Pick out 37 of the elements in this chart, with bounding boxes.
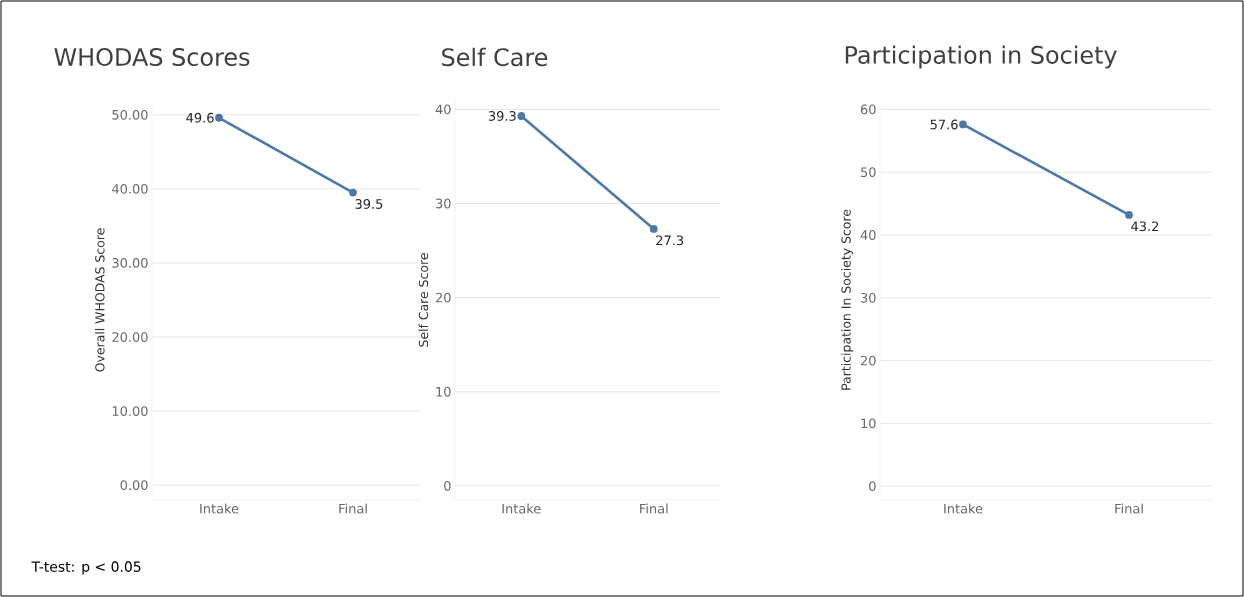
y-tick-label: 0.00 — [120, 480, 148, 491]
y-tick-label: 30 — [436, 198, 451, 209]
data-label: 49.6 — [186, 112, 214, 123]
y-axis-title: Overall WHODAS Score — [94, 228, 105, 372]
data-label: 39.5 — [355, 199, 383, 209]
y-tick-label: 20 — [435, 292, 451, 303]
x-tick-label: Final — [1115, 503, 1143, 514]
data-label: 27.3 — [656, 235, 684, 246]
chart-title: Participation in Society — [845, 45, 1117, 69]
y-axis-title: Self Care Score — [418, 253, 429, 347]
y-axis-title: Participation In Society Score — [841, 209, 854, 390]
y-tick-label: 40 — [860, 230, 876, 240]
data-label: 43.2 — [1131, 221, 1159, 232]
y-tick-label: 10 — [436, 386, 451, 397]
y-tick-label: 0 — [869, 481, 876, 492]
y-tick-label: 60 — [860, 104, 876, 115]
data-label: 57.6 — [930, 119, 958, 130]
y-tick-label: 40 — [435, 104, 451, 115]
y-tick-label: 0 — [444, 480, 451, 491]
chart-title: WHODAS Scores — [54, 47, 250, 67]
data-label: 39.3 — [488, 111, 516, 121]
y-tick-label: 10 — [861, 418, 876, 429]
x-tick-label: Intake — [200, 503, 239, 514]
y-tick-label: 20 — [860, 355, 876, 366]
y-tick-label: 30 — [861, 292, 876, 303]
x-tick-label: Final — [640, 503, 668, 514]
y-tick-label: 50 — [861, 167, 876, 178]
y-tick-label: 30.00 — [112, 258, 148, 268]
y-tick-label: 20.00 — [112, 332, 148, 342]
y-tick-label: 40.00 — [112, 183, 148, 194]
y-tick-label: 10.00 — [112, 406, 148, 416]
x-tick-label: Intake — [944, 503, 983, 514]
x-tick-label: Final — [339, 503, 367, 514]
x-tick-label: Intake — [502, 503, 541, 514]
chart-title: Self Care — [442, 47, 548, 67]
y-tick-label: 50.00 — [112, 109, 148, 120]
text: T-test: p < 0.05 — [31, 561, 141, 575]
